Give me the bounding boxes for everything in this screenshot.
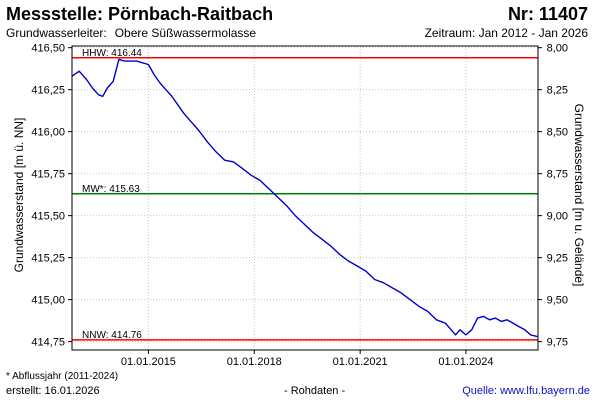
y-tick-label-left: 415,25: [31, 253, 65, 265]
y-tick-label-left: 416,50: [31, 43, 65, 55]
source-link[interactable]: Quelle: www.lfu.bayern.de: [462, 385, 590, 397]
y-tick-label-left: 416,00: [31, 127, 65, 139]
y-tick-label-right: 8,75: [547, 169, 568, 181]
y-tick-label-right: 8,50: [547, 127, 568, 139]
series-layer: [71, 58, 538, 338]
aquifer-value: Obere Süßwassermolasse: [114, 26, 257, 40]
aquifer-label: Grundwasserleiter:: [6, 26, 107, 40]
y-axis-label-right: Grundwasserstand [m u. Gelände]: [572, 104, 586, 287]
y-tick-label-left: 415,00: [31, 295, 65, 307]
x-tick-label: 01.01.2018: [227, 356, 282, 368]
y-tick-label-right: 9,00: [547, 211, 568, 223]
x-tick-label: 01.01.2024: [438, 356, 493, 368]
axis-ticks: 416,50 416,25 416,00 415,75 415,50 415,25 415,…: [31, 43, 568, 368]
y-axis-label-left: Grundwasserstand [m ü. NN]: [12, 118, 26, 273]
created-date: erstellt: 16.01.2026: [6, 385, 100, 397]
groundwater-series-line: [71, 58, 538, 338]
y-tick-label-left: 414,75: [31, 337, 65, 349]
y-tick-label-left: 415,50: [31, 211, 65, 223]
y-tick-label-left: 416,25: [31, 85, 65, 97]
footnote: * Abflussjahr (2011-2024): [6, 371, 119, 382]
reference-label: HHW: 416.44: [82, 48, 142, 59]
y-tick-label-right: 9,50: [547, 295, 568, 307]
y-tick-label-right: 9,25: [547, 253, 568, 265]
reference-label: MW*: 415.63: [82, 184, 140, 195]
station-number: Nr: 11407: [507, 4, 588, 24]
y-tick-label-right: 8,00: [547, 43, 568, 55]
y-tick-label-right: 9,75: [547, 337, 568, 349]
plot-frame: [71, 45, 539, 351]
x-tick-label: 01.01.2015: [121, 356, 176, 368]
y-tick-label-right: 8,25: [547, 85, 568, 97]
aquifer-line: Grundwasserleiter: Obere Süßwassermolasse: [6, 26, 256, 40]
reference-label: NNW: 414.76: [82, 330, 142, 341]
raw-data-note: - Rohdaten -: [284, 385, 346, 397]
y-tick-label-left: 415,75: [31, 169, 65, 181]
grid: [72, 46, 538, 350]
reference-lines: HHW: 416.44 MW*: 415.63 NNW: 414.76: [72, 48, 538, 341]
x-tick-label: 01.01.2021: [333, 356, 388, 368]
source-line[interactable]: Quelle: www.lfu.bayern.de: [462, 385, 590, 397]
period-text: Zeitraum: Jan 2012 - Jan 2026: [424, 26, 588, 40]
station-title: Messstelle: Pörnbach-Raitbach: [6, 4, 274, 24]
